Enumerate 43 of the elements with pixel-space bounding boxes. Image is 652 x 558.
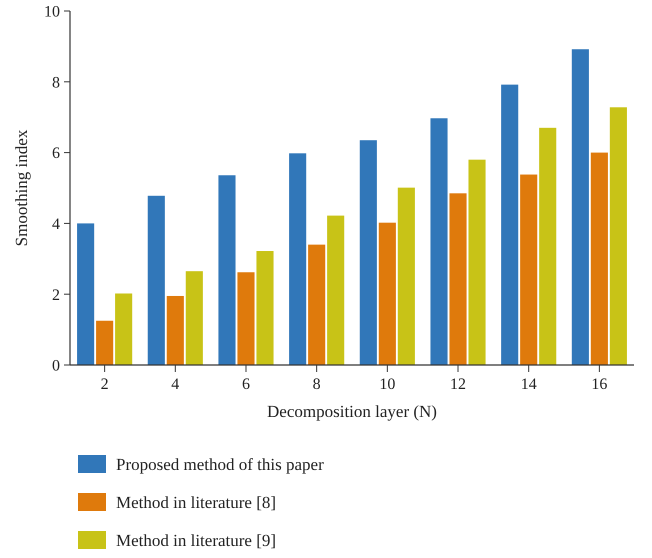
y-tick-label: 2 xyxy=(52,286,60,304)
bar xyxy=(186,271,203,365)
bar xyxy=(501,84,518,365)
bar xyxy=(96,320,114,365)
x-tick-label: 14 xyxy=(520,376,537,393)
bar xyxy=(360,140,377,365)
bar xyxy=(572,49,589,365)
x-tick-label: 4 xyxy=(171,376,180,393)
x-tick-label: 8 xyxy=(312,376,321,393)
bar xyxy=(327,216,344,365)
bar xyxy=(237,272,255,365)
bar xyxy=(148,196,165,365)
y-tick-label: 8 xyxy=(52,74,60,92)
bar xyxy=(77,223,94,365)
bar xyxy=(218,175,236,365)
x-tick-label: 6 xyxy=(242,376,250,393)
bar xyxy=(289,153,306,365)
bar xyxy=(398,188,415,365)
x-tick-label: 12 xyxy=(450,376,466,393)
y-axis-title: Smoothing index xyxy=(12,129,31,246)
legend-label: Method in literature [8] xyxy=(116,492,276,512)
bar xyxy=(430,118,448,365)
bar xyxy=(610,107,627,365)
bar xyxy=(520,174,538,365)
bar xyxy=(256,251,274,365)
y-tick-label: 10 xyxy=(44,4,60,21)
bar xyxy=(115,293,132,365)
x-axis-title: Decomposition layer (N) xyxy=(267,402,437,421)
bar xyxy=(378,222,396,365)
bar xyxy=(539,128,556,365)
x-tick-label: 16 xyxy=(591,376,608,393)
legend-label: Proposed method of this paper xyxy=(116,454,324,474)
legend-label: Method in literature [9] xyxy=(116,530,276,550)
bar xyxy=(468,160,486,365)
y-tick-label: 4 xyxy=(52,216,60,233)
bar xyxy=(308,244,326,365)
y-tick-label: 0 xyxy=(52,358,60,375)
x-tick-label: 10 xyxy=(379,376,396,393)
bar xyxy=(590,152,608,365)
x-tick-label: 2 xyxy=(100,376,109,393)
bar xyxy=(449,193,467,365)
bar xyxy=(166,296,184,365)
y-tick-label: 6 xyxy=(52,145,60,162)
